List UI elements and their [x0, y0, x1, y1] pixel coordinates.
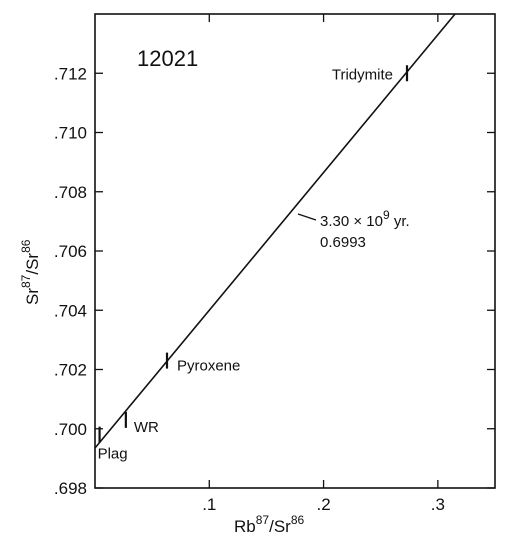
point-label-wr: WR — [134, 419, 159, 436]
y-tick-label: .698 — [54, 479, 87, 498]
y-tick-label: .702 — [54, 361, 87, 380]
y-tick-label: .712 — [54, 64, 87, 83]
age-annotation: 3.30 × 109 yr. — [320, 208, 410, 230]
x-axis-label: Rb87/Sr86 — [234, 513, 305, 536]
y-tick-label: .704 — [54, 301, 87, 320]
point-label-plag: Plag — [98, 446, 128, 463]
sample-title: 12021 — [137, 46, 198, 71]
age-annotation-leader — [297, 213, 317, 221]
x-tick-label: .1 — [202, 495, 216, 514]
y-tick-label: .710 — [54, 124, 87, 143]
y-tick-label: .708 — [54, 183, 87, 202]
y-tick-label: .706 — [54, 242, 87, 261]
initial-ratio-annotation: 0.6993 — [320, 234, 366, 251]
x-tick-label: .2 — [316, 495, 330, 514]
plot-frame — [94, 13, 496, 489]
point-label-pyroxene: Pyroxene — [177, 358, 240, 375]
axis-ticks: .698 .700 .702 .704 .706 .708 .710 .712 .1 .2 .3 — [54, 14, 495, 514]
y-tick-label: .700 — [54, 420, 87, 439]
x-tick-label: .3 — [431, 495, 445, 514]
point-label-tridymite: Tridymite — [332, 66, 393, 83]
isochron-line — [94, 13, 456, 449]
y-axis-label: Sr87/Sr86 — [19, 239, 42, 305]
data-marks: Plag WR Pyroxene Tridymite — [94, 13, 456, 463]
